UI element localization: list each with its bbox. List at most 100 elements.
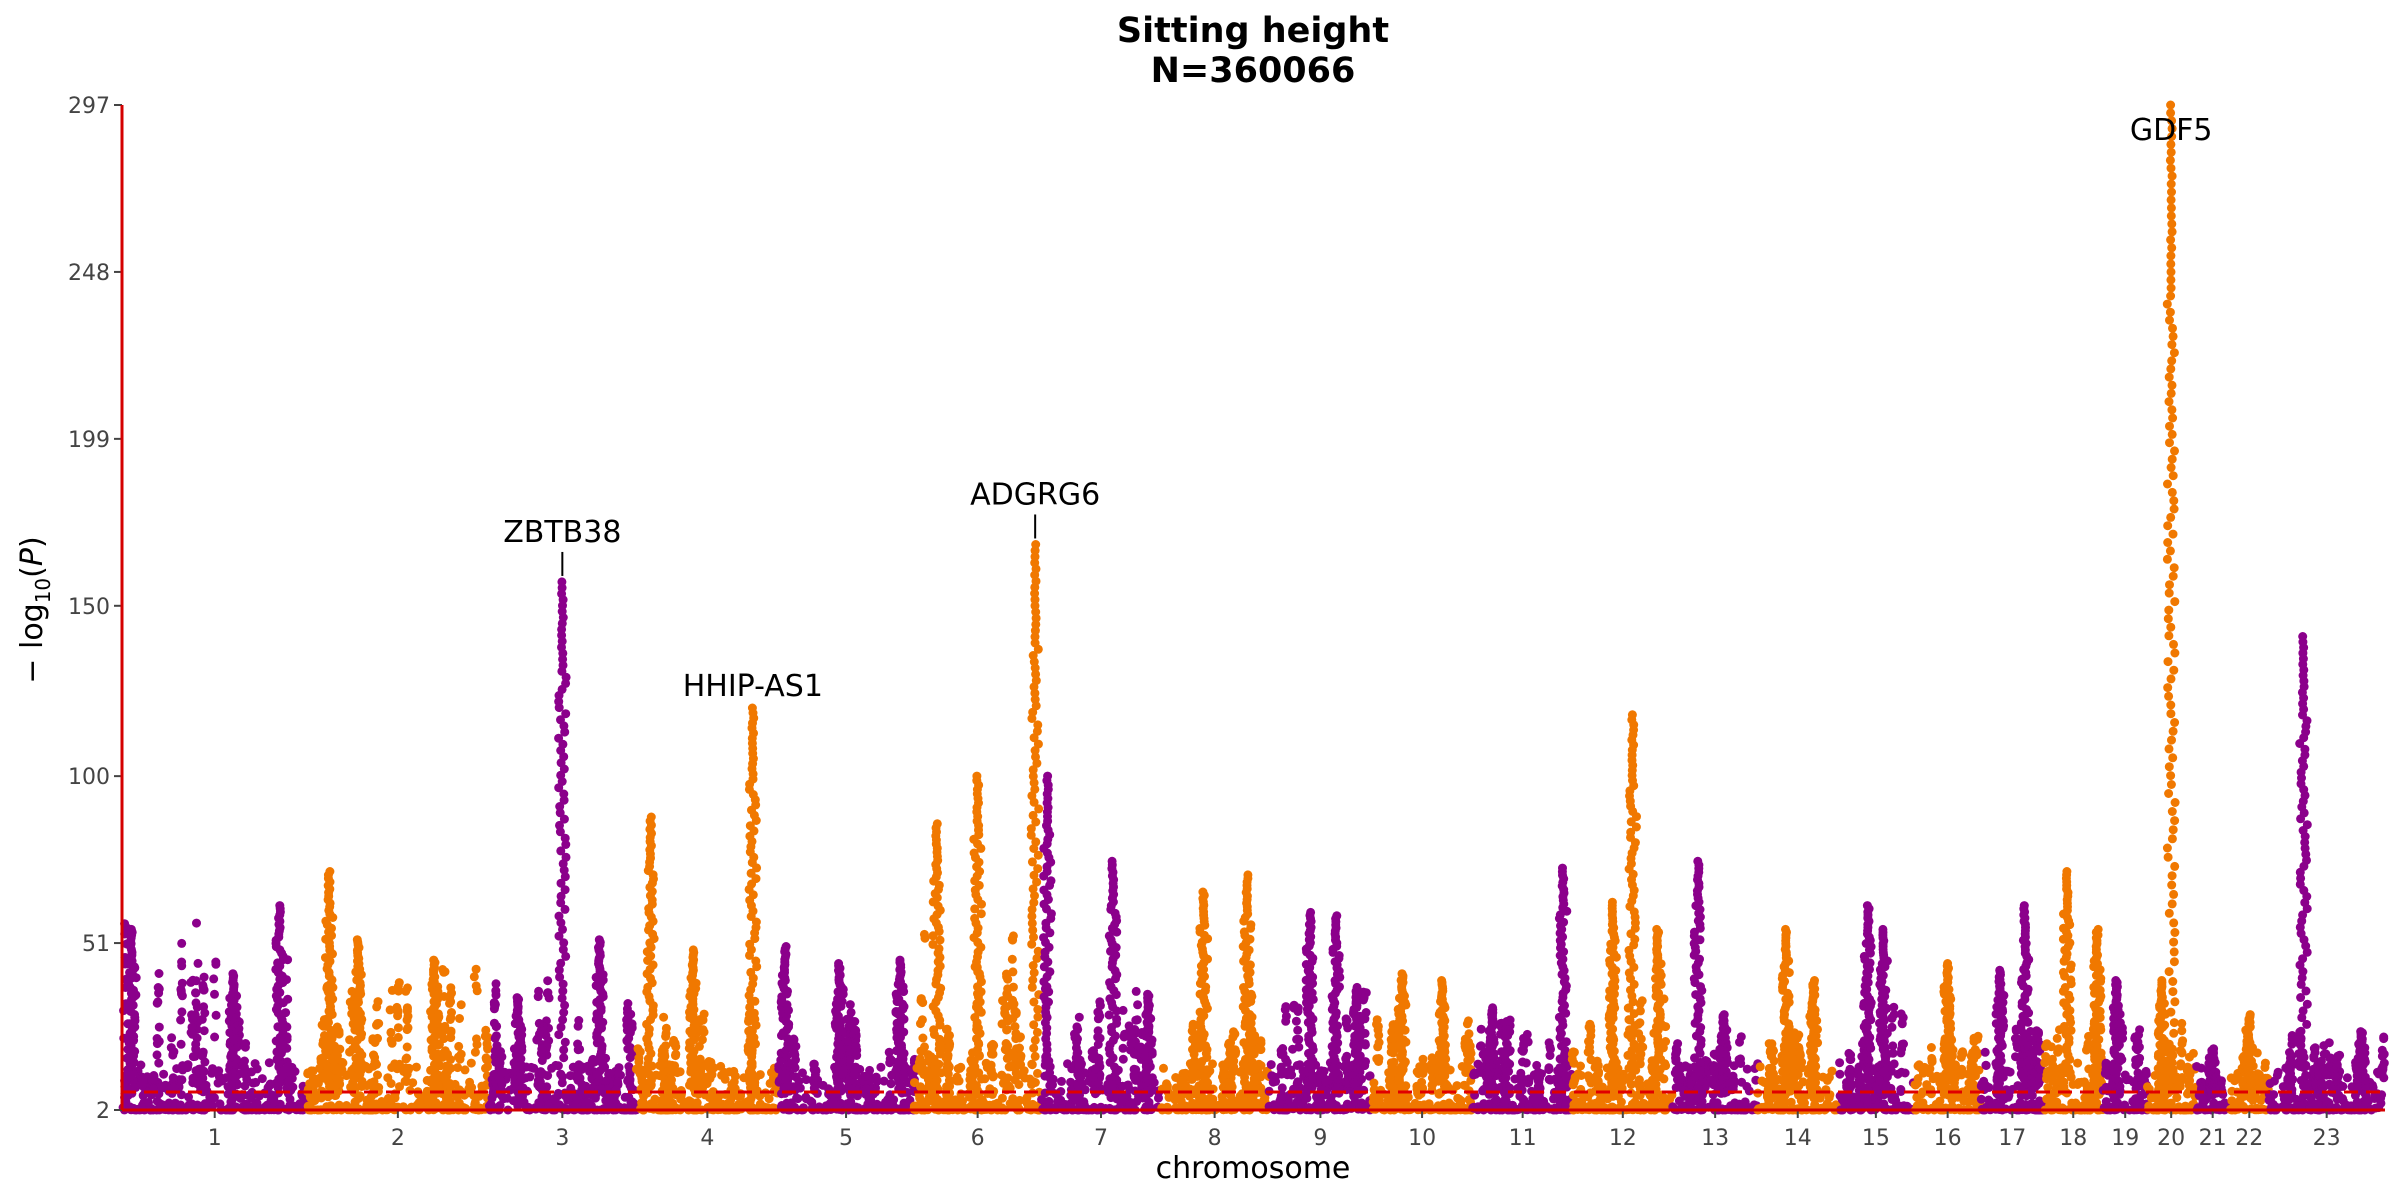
snp-point	[446, 1033, 456, 1043]
snp-point	[1230, 1029, 1240, 1039]
snp-point	[559, 789, 569, 799]
snp-point	[199, 1002, 209, 1012]
snp-point	[370, 1089, 380, 1098]
snp-point	[557, 1078, 567, 1088]
snp-point	[746, 1058, 756, 1068]
snp-point	[879, 1076, 889, 1086]
snp-point	[553, 1061, 563, 1071]
snp-point	[997, 1019, 1007, 1029]
snp-point	[1346, 1103, 1356, 1113]
snp-point	[1030, 1078, 1040, 1087]
snp-point	[1281, 1002, 1291, 1012]
snp-point	[627, 1022, 637, 1032]
snp-point	[199, 1066, 209, 1076]
chromosome-7-points	[1037, 771, 1164, 1115]
snp-point	[916, 1082, 925, 1092]
snp-point	[368, 1036, 378, 1045]
snp-point	[1127, 1030, 1136, 1040]
snp-point	[153, 997, 163, 1007]
snp-point	[1154, 1093, 1163, 1103]
snp-point	[464, 1084, 474, 1093]
snp-point	[154, 1058, 164, 1068]
snp-point	[240, 1056, 249, 1066]
snp-point	[1008, 1013, 1018, 1023]
snp-point	[370, 1057, 380, 1067]
snp-point	[321, 916, 331, 926]
snp-point	[187, 1022, 197, 1032]
snp-point	[555, 802, 565, 811]
snp-point	[643, 1088, 652, 1098]
snp-point	[152, 1039, 162, 1049]
snp-point	[798, 1068, 807, 1078]
snp-point	[556, 878, 566, 888]
snp-point	[726, 1095, 736, 1105]
snp-point	[148, 1076, 158, 1086]
snp-point	[999, 1073, 1009, 1083]
snp-point	[588, 1056, 598, 1066]
snp-point	[1369, 1078, 1379, 1088]
chromosome-8-points	[1157, 870, 1274, 1115]
snp-point	[1016, 1032, 1025, 1042]
snp-point	[491, 1022, 501, 1032]
snp-point	[1023, 1099, 1032, 1109]
snp-point	[953, 1064, 963, 1074]
snp-point	[704, 1071, 714, 1081]
snp-point	[447, 988, 456, 998]
snp-point	[452, 1092, 462, 1102]
snp-point	[560, 1000, 570, 1010]
snp-point	[445, 998, 454, 1008]
snp-point	[368, 1077, 378, 1087]
snp-point	[403, 1023, 413, 1033]
snp-point	[254, 1091, 264, 1101]
snp-point	[455, 1054, 465, 1064]
snp-point	[556, 1022, 566, 1032]
snp-point	[650, 1095, 660, 1105]
snp-point	[958, 1096, 967, 1106]
snp-point	[401, 1054, 411, 1064]
snp-point	[1117, 1081, 1127, 1091]
snp-point	[188, 1052, 198, 1062]
snp-point	[556, 958, 566, 968]
snp-point	[1293, 1003, 1303, 1013]
snp-point	[188, 1073, 198, 1083]
snp-point	[1016, 1051, 1026, 1061]
snp-point	[661, 1023, 671, 1033]
snp-point	[440, 1021, 450, 1031]
snp-point	[1143, 989, 1153, 999]
snp-point	[411, 1062, 421, 1072]
snp-point	[885, 1058, 895, 1068]
snp-point	[144, 1097, 153, 1107]
snp-point	[917, 1015, 927, 1025]
snp-point	[332, 1074, 342, 1084]
snp-point	[1224, 1040, 1233, 1050]
snp-point	[547, 1063, 557, 1073]
snp-point	[453, 1063, 463, 1073]
snp-point	[512, 993, 522, 1003]
snp-point	[558, 1015, 568, 1025]
snp-point	[325, 867, 335, 876]
snp-point	[210, 989, 219, 999]
snp-point	[177, 991, 187, 1001]
snp-point	[1003, 1082, 1013, 1092]
snp-point	[1015, 1043, 1024, 1053]
snp-point	[1341, 1018, 1351, 1028]
snp-point	[257, 1074, 267, 1084]
snp-point	[559, 1045, 569, 1055]
snp-point	[214, 1066, 224, 1076]
snp-point	[930, 1097, 940, 1107]
snp-point	[697, 1035, 707, 1045]
snp-point	[460, 1065, 470, 1075]
snp-point	[1159, 1063, 1168, 1073]
snp-point	[666, 1065, 675, 1075]
snp-point	[193, 958, 203, 968]
snp-point	[704, 1059, 714, 1069]
snp-point	[200, 1101, 210, 1111]
snp-point	[972, 771, 982, 781]
snp-point	[535, 1029, 544, 1039]
snp-point	[187, 1029, 197, 1039]
snp-point	[176, 1039, 186, 1049]
snp-point	[1452, 1081, 1462, 1091]
snp-point	[403, 983, 412, 993]
snp-point	[275, 901, 285, 911]
snp-point	[746, 868, 756, 878]
